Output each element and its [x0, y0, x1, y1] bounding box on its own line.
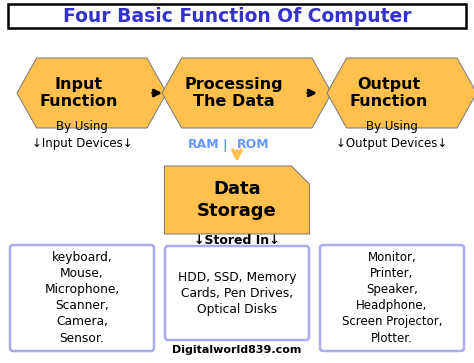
Text: Digitalworld839.com: Digitalworld839.com	[173, 345, 301, 355]
Text: |: |	[222, 139, 227, 151]
Text: Processing
The Data: Processing The Data	[185, 77, 283, 109]
Text: By Using
↓Input Devices↓: By Using ↓Input Devices↓	[32, 120, 132, 150]
Text: ↓Stored In↓: ↓Stored In↓	[194, 234, 280, 248]
Polygon shape	[327, 58, 474, 128]
Text: Monitor,
Printer,
Speaker,
Headphone,
Screen Projector,
Plotter.: Monitor, Printer, Speaker, Headphone, Sc…	[342, 252, 442, 344]
Text: Data
Storage: Data Storage	[197, 180, 277, 220]
Polygon shape	[17, 58, 166, 128]
Text: ROM: ROM	[237, 139, 270, 151]
FancyBboxPatch shape	[8, 4, 466, 28]
Text: RAM: RAM	[188, 139, 220, 151]
Text: Input
Function: Input Function	[40, 77, 118, 109]
Text: By Using
↓Output Devices↓: By Using ↓Output Devices↓	[337, 120, 447, 150]
Polygon shape	[164, 166, 310, 234]
FancyBboxPatch shape	[320, 245, 464, 351]
FancyBboxPatch shape	[165, 246, 309, 340]
FancyBboxPatch shape	[10, 245, 154, 351]
Text: HDD, SSD, Memory
Cards, Pen Drives,
Optical Disks: HDD, SSD, Memory Cards, Pen Drives, Opti…	[178, 270, 296, 315]
Text: Four Basic Function Of Computer: Four Basic Function Of Computer	[63, 7, 411, 25]
Text: Output
Function: Output Function	[350, 77, 428, 109]
Text: keyboard,
Mouse,
Microphone,
Scanner,
Camera,
Sensor.: keyboard, Mouse, Microphone, Scanner, Ca…	[45, 252, 119, 344]
Polygon shape	[162, 58, 332, 128]
